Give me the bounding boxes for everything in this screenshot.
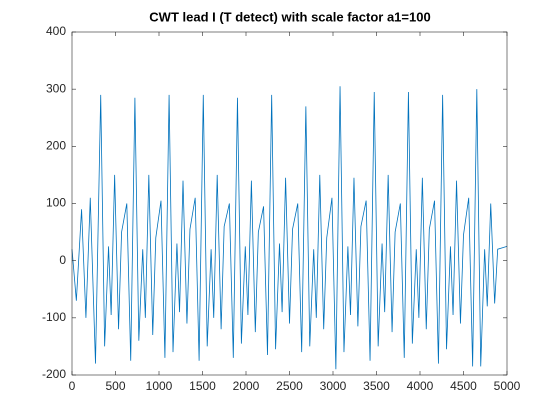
y-tick-label: -100 [42,310,66,324]
chart-title: CWT lead I (T detect) with scale factor … [149,9,430,24]
y-tick-label: 100 [46,196,66,210]
y-tick-label: -200 [42,367,66,381]
data-line [71,86,508,370]
x-tick-label: 1000 [146,379,173,393]
y-tick-label: 400 [46,24,66,38]
x-tick-label: 5000 [494,379,521,393]
x-tick-label: 3500 [363,379,390,393]
x-tick-label: 500 [105,379,125,393]
y-tick-label: 200 [46,139,66,153]
y-tick-label: 300 [46,81,66,95]
x-tick-label: 2500 [276,379,303,393]
x-tick-label: 0 [69,379,76,393]
x-tick-label: 1500 [189,379,216,393]
x-tick-label: 4000 [407,379,434,393]
x-tick-label: 3000 [320,379,347,393]
x-tick-label: 2000 [233,379,260,393]
x-tick-label: 4500 [450,379,477,393]
y-tick-label: 0 [59,253,66,267]
